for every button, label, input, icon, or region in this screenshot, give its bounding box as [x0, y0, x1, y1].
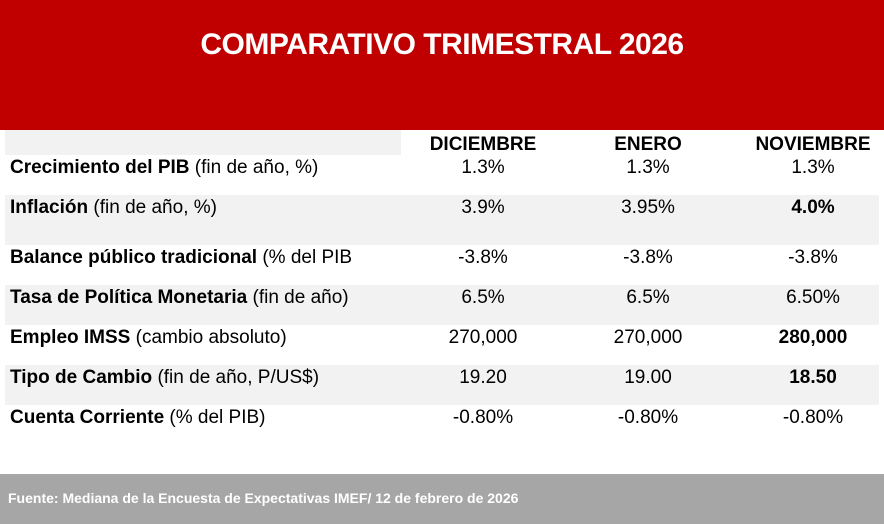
cell-value: -0.80% — [452, 407, 514, 428]
cell-value: 270,000 — [448, 327, 518, 348]
row-label: Tasa de Política Monetaria (fin de año) — [10, 287, 349, 308]
table-row-tasa: Tasa de Política Monetaria (fin de año) … — [0, 285, 884, 325]
cell-value: -3.8% — [623, 247, 673, 268]
cell-value: 4.0% — [791, 197, 835, 218]
table-row-cuenta-corriente: Cuenta Corriente (% del PIB) -0.80% -0.8… — [0, 405, 884, 445]
page-title: COMPARATIVO TRIMESTRAL 2026 — [200, 28, 684, 61]
table-row-pib: Crecimiento del PIB (fin de año, %) 1.3%… — [0, 155, 884, 195]
cell-value: 1.3% — [626, 157, 670, 178]
cell-value: 280,000 — [778, 327, 848, 348]
column-header-enero: ENERO — [614, 134, 682, 155]
header-band — [5, 130, 401, 155]
cell-value: -0.80% — [782, 407, 844, 428]
table-row-empleo: Empleo IMSS (cambio absoluto) 270,000 27… — [0, 325, 884, 365]
table-row-tipo-cambio: Tipo de Cambio (fin de año, P/US$) 19.20… — [0, 365, 884, 405]
column-header-noviembre: NOVIEMBRE — [755, 134, 871, 155]
row-label: Crecimiento del PIB (fin de año, %) — [10, 157, 319, 178]
cell-value: 270,000 — [613, 327, 683, 348]
title-banner: COMPARATIVO TRIMESTRAL 2026 — [0, 0, 884, 130]
cell-value: 3.9% — [461, 197, 505, 218]
row-label: Inflación (fin de año, %) — [10, 197, 217, 218]
source-footer: Fuente: Mediana de la Encuesta de Expect… — [0, 474, 884, 524]
cell-value: 6.5% — [626, 287, 670, 308]
cell-value: -3.8% — [788, 247, 838, 268]
comparison-table: DICIEMBRE ENERO NOVIEMBRE Crecimiento de… — [0, 130, 884, 445]
cell-value: 19.20 — [459, 367, 507, 388]
row-label: Empleo IMSS (cambio absoluto) — [10, 327, 287, 348]
cell-value: 1.3% — [791, 157, 835, 178]
table-header-row: DICIEMBRE ENERO NOVIEMBRE — [0, 130, 884, 155]
row-label: Tipo de Cambio (fin de año, P/US$) — [10, 367, 320, 388]
table-row-balance: Balance público tradicional (% del PIB -… — [0, 245, 884, 285]
table-row-inflacion: Inflación (fin de año, %) 3.9% 3.95% 4.0… — [0, 195, 884, 245]
cell-value: -0.80% — [617, 407, 679, 428]
cell-value: 6.5% — [461, 287, 505, 308]
cell-value: 18.50 — [789, 367, 837, 388]
row-label: Cuenta Corriente (% del PIB) — [10, 407, 266, 428]
cell-value: 19.00 — [624, 367, 672, 388]
row-label: Balance público tradicional (% del PIB — [10, 247, 353, 268]
cell-value: 3.95% — [621, 197, 675, 218]
column-header-diciembre: DICIEMBRE — [429, 134, 537, 155]
cell-value: -3.8% — [458, 247, 508, 268]
source-note: Fuente: Mediana de la Encuesta de Expect… — [8, 490, 519, 506]
cell-value: 6.50% — [786, 287, 840, 308]
cell-value: 1.3% — [461, 157, 505, 178]
